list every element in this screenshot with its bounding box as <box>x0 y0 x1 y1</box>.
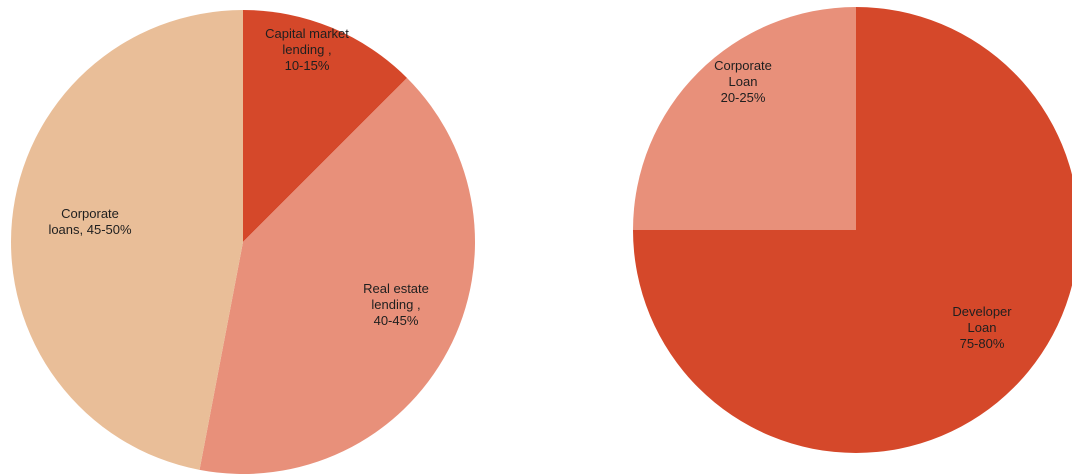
pie-0-slice-1-label-line: 40-45% <box>374 313 419 328</box>
pie-0-slice-0-label-line: lending , <box>282 42 331 57</box>
pie-chart-lending-mix: Capital market lending , 10-15%Real estate… <box>11 10 476 474</box>
pie-1-slice-0-label-line: 75-80% <box>960 336 1005 351</box>
pie-1-slice-1-label-line: Loan <box>729 74 758 89</box>
pie-1-slice-1-label-line: Corporate <box>714 58 772 73</box>
pie-1-slice-0 <box>633 7 1072 453</box>
pie-0-slice-0 <box>243 10 408 242</box>
pie-chart-loan-type-mix: Developer Loan 75-80%Corporate Loan 20-25% <box>633 7 1072 453</box>
pie-1-slice-0-label-line: Developer <box>952 304 1012 319</box>
pie-0-slice-2-label-line: Corporate <box>61 206 119 221</box>
pie-1-slice-1-label: Corporate Loan 20-25% <box>714 58 772 105</box>
pie-0-slice-1-label: Real estate lending , 40-45% <box>363 281 429 328</box>
pie-0-slice-0-label-line: Capital market <box>265 26 349 41</box>
pie-1-slice-0-label: Developer Loan 75-80% <box>952 304 1012 351</box>
pie-1-slice-0-label-line: Loan <box>968 320 997 335</box>
pie-0-slice-2-label-line: loans, 45-50% <box>48 222 132 237</box>
pie-0-slice-2 <box>11 10 243 470</box>
pie-0-slice-2-label: Corporate loans, 45-50% <box>48 206 132 237</box>
pie-0-slice-1 <box>199 77 476 474</box>
pie-0-slice-1-label-line: Real estate <box>363 281 429 296</box>
pie-0-slice-0-label-line: 10-15% <box>285 58 330 73</box>
pie-0-slice-0-label: Capital market lending , 10-15% <box>265 26 349 73</box>
pie-0-slice-1-label-line: lending , <box>371 297 420 312</box>
pie-1-slice-1 <box>633 7 856 230</box>
pie-1-slice-1-label-line: 20-25% <box>721 90 766 105</box>
